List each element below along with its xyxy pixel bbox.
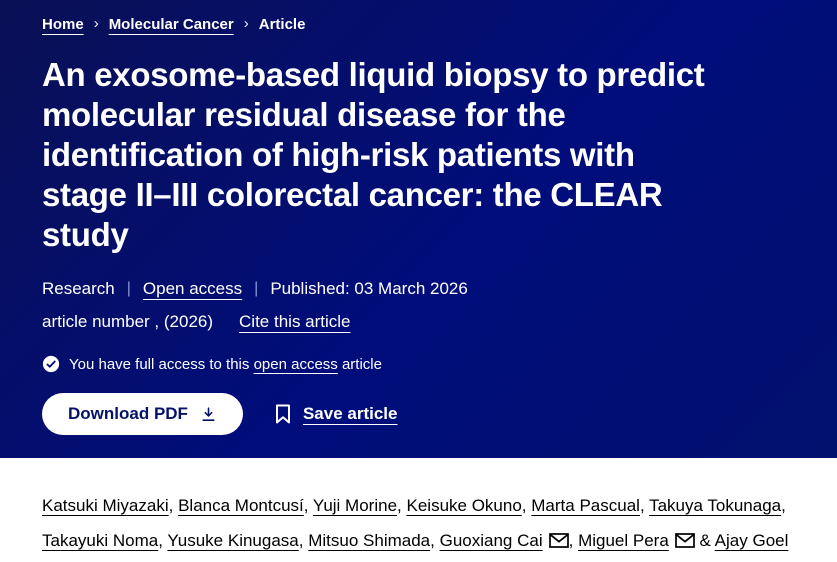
bookmark-icon [275, 404, 291, 425]
author: Katsuki Miyazaki, [42, 496, 173, 515]
author-separator: , [298, 531, 304, 550]
breadcrumb-home-link[interactable]: Home [42, 16, 84, 33]
access-notice-text: You have full access to this open access… [69, 356, 382, 373]
article-number-label: article number , (2026) [42, 312, 214, 331]
download-pdf-label: Download PDF [68, 404, 188, 423]
author-link[interactable]: Keisuke Okuno [406, 496, 522, 515]
author-separator: , [430, 531, 435, 550]
author-link[interactable]: Yuji Morine [312, 496, 398, 515]
download-arrow-icon [200, 406, 217, 423]
article-actions: Download PDF Save article [42, 393, 795, 435]
authors-list: Katsuki Miyazaki, Blanca Montcusí, Yuji … [0, 458, 837, 562]
author-separator: , [568, 531, 574, 550]
author-link[interactable]: Takuya Tokunaga [649, 496, 782, 515]
author-link[interactable]: Mitsuo Shimada [308, 531, 431, 550]
published-date-label: Published: 03 March 2026 [270, 279, 468, 298]
breadcrumb: Home › Molecular Cancer › Article [42, 14, 795, 33]
author-link[interactable]: Miguel Pera [578, 531, 669, 550]
article-title-line: study [42, 216, 129, 253]
author-link[interactable]: Marta Pascual [531, 496, 640, 515]
author: Yusuke Kinugasa, [167, 531, 303, 550]
article-hero-banner: Home › Molecular Cancer › Article An exo… [0, 0, 837, 458]
envelope-icon[interactable] [548, 533, 569, 552]
article-title-line: molecular residual disease for the [42, 96, 566, 133]
cite-this-article-link[interactable]: Cite this article [239, 312, 351, 331]
author: Keisuke Okuno, [407, 496, 527, 515]
full-access-notice: You have full access to this open access… [42, 355, 795, 373]
open-access-notice-link[interactable]: open access [253, 355, 338, 373]
meta-separator: | [126, 280, 131, 297]
author: Takayuki Noma, [42, 531, 163, 550]
author: Mitsuo Shimada, [308, 531, 435, 550]
author-link[interactable]: Blanca Montcusí [178, 496, 304, 515]
author: Marta Pascual, [531, 496, 644, 515]
author: Yuji Morine, [313, 496, 402, 515]
author-separator: , [303, 496, 309, 515]
article-title: An exosome-based liquid biopsy to predic… [42, 55, 795, 255]
author-separator: , [639, 496, 645, 515]
save-article-action[interactable]: Save article [275, 404, 398, 425]
breadcrumb-current-page: Article [258, 16, 306, 33]
author-link[interactable]: Takayuki Noma [42, 531, 159, 550]
article-meta-row: Research | Open access | Published: 03 M… [42, 279, 795, 299]
author-link[interactable]: Katsuki Miyazaki [42, 496, 169, 515]
author-ampersand: & [699, 531, 711, 550]
download-pdf-button[interactable]: Download PDF [42, 393, 243, 435]
author: Blanca Montcusí, [178, 496, 308, 515]
article-title-line: stage II–III colorectal cancer: the CLEA… [42, 176, 663, 213]
article-title-line: identification of high-risk patients wit… [42, 136, 635, 173]
author: Miguel Pera [578, 531, 695, 550]
breadcrumb-journal-link[interactable]: Molecular Cancer [108, 16, 234, 33]
author: Ajay Goel [42, 531, 789, 562]
author-separator: , [158, 531, 163, 550]
author-separator: , [521, 496, 527, 515]
access-notice-suffix: article [341, 355, 382, 373]
envelope-icon[interactable] [674, 533, 695, 552]
save-article-link[interactable]: Save article [302, 404, 398, 423]
check-circle-icon [42, 355, 60, 373]
author-link[interactable]: Yusuke Kinugasa [167, 531, 299, 550]
author: Guoxiang Cai, [440, 531, 574, 550]
access-notice-prefix: You have full access to this [69, 355, 250, 373]
article-number-row: article number , (2026) Cite this articl… [42, 312, 795, 332]
author-separator: , [781, 496, 786, 515]
article-type-label: Research [42, 279, 115, 298]
author-link[interactable]: Guoxiang Cai [439, 531, 543, 550]
breadcrumb-chevron-icon: › [243, 15, 249, 32]
meta-separator: | [254, 280, 259, 297]
author-separator: , [397, 496, 402, 515]
author-link[interactable]: Ajay Goel [714, 531, 789, 550]
author-separator: , [168, 496, 174, 515]
article-title-line: An exosome-based liquid biopsy to predic… [42, 56, 705, 93]
author: Takuya Tokunaga, [649, 496, 786, 515]
open-access-link[interactable]: Open access [142, 279, 243, 298]
breadcrumb-chevron-icon: › [93, 15, 99, 32]
